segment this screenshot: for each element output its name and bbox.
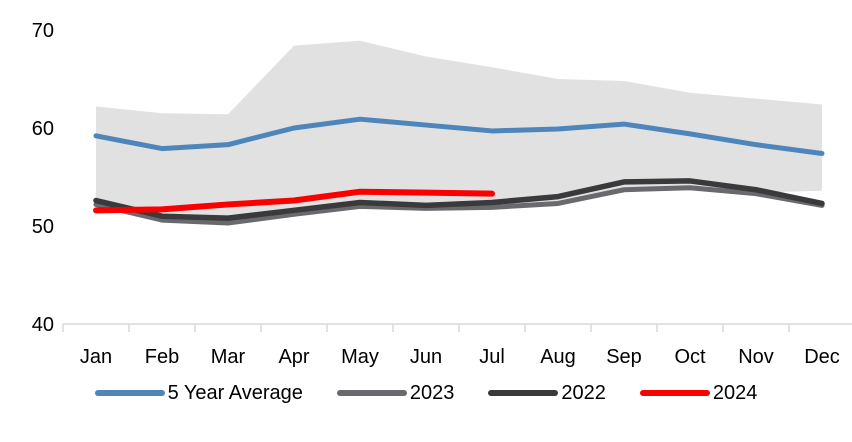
y-axis-label: 40 bbox=[32, 314, 54, 336]
series-line-2024 bbox=[93, 188, 495, 214]
chart-plot-area: 70 60 50 40 Jan Feb Mar Apr May Jun Jul Aug Sep Oct No… bbox=[32, 20, 852, 368]
x-axis-label-oct: Oct bbox=[674, 346, 706, 368]
chart-legend: 5 Year Average 2023 2022 2024 bbox=[0, 378, 852, 408]
series-line-2023 bbox=[93, 185, 825, 226]
legend-swatch-5-year-average bbox=[94, 390, 165, 396]
x-axis-label-jun: Jun bbox=[410, 346, 442, 368]
y-axis-label: 60 bbox=[32, 118, 54, 140]
x-axis-label-dec: Dec bbox=[804, 346, 840, 368]
x-axis-label-apr: Apr bbox=[278, 346, 309, 368]
legend-label-5-year-average: 5 Year Average bbox=[167, 382, 303, 404]
legend-item-5-year-average[interactable]: 5 Year Average bbox=[94, 382, 303, 404]
legend-label-2024: 2024 bbox=[712, 382, 758, 404]
legend-swatch-2022 bbox=[488, 390, 559, 396]
y-axis-label: 70 bbox=[32, 20, 54, 42]
legend-label-2023: 2023 bbox=[409, 382, 455, 404]
legend-item-2023[interactable]: 2023 bbox=[336, 382, 455, 404]
x-axis-label-may: May bbox=[341, 346, 379, 368]
series-line-2022 bbox=[93, 178, 825, 221]
y-axis-label: 50 bbox=[32, 216, 54, 238]
x-axis-label-aug: Aug bbox=[540, 346, 576, 368]
x-axis-label-mar: Mar bbox=[211, 346, 246, 368]
x-axis-label-jul: Jul bbox=[479, 346, 505, 368]
x-axis-label-sep: Sep bbox=[606, 346, 642, 368]
legend-label-2022: 2022 bbox=[561, 382, 606, 404]
series-line-5-year-average bbox=[93, 116, 825, 156]
x-axis-label-jan: Jan bbox=[80, 346, 112, 368]
legend-item-2022[interactable]: 2022 bbox=[488, 383, 606, 403]
legend-swatch-2024 bbox=[639, 390, 710, 396]
legend-item-2024[interactable]: 2024 bbox=[639, 382, 758, 404]
x-axis-label-nov: Nov bbox=[738, 346, 774, 368]
x-axis-label-feb: Feb bbox=[145, 346, 179, 368]
legend-swatch-2023 bbox=[336, 390, 407, 396]
